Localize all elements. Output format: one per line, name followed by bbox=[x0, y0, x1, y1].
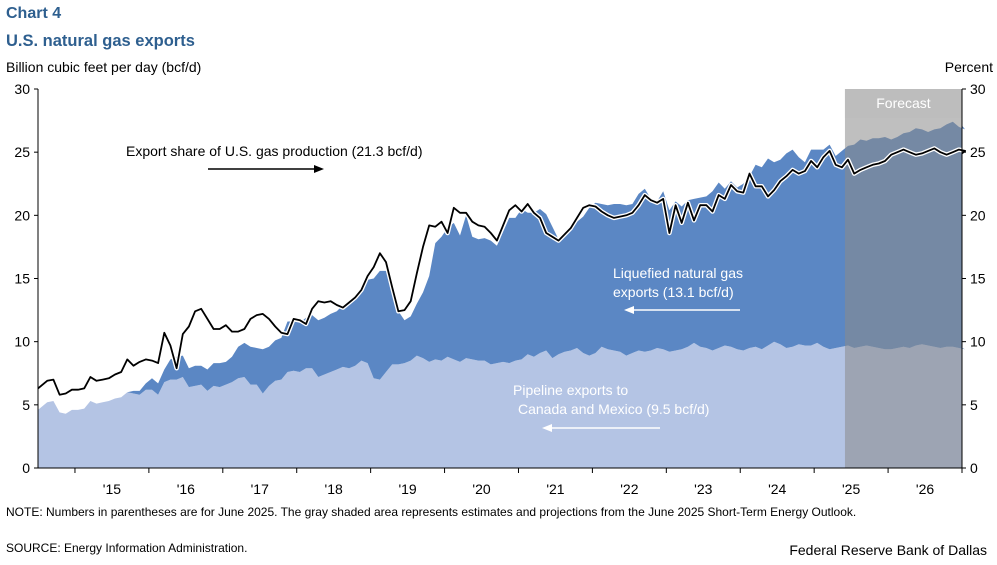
x-tick-label: '16 bbox=[177, 481, 195, 497]
export-share-line bbox=[37, 147, 966, 396]
y-tick-label-right: 25 bbox=[970, 144, 986, 160]
y-tick-label-right: 0 bbox=[970, 460, 978, 476]
chart-number: Chart 4 bbox=[6, 5, 62, 22]
export-share-arrow-head bbox=[314, 165, 324, 173]
lng-area bbox=[38, 121, 966, 414]
y-tick-label-left: 30 bbox=[14, 81, 30, 97]
y-tick-label-left: 5 bbox=[22, 397, 30, 413]
x-tick-label: '17 bbox=[251, 481, 269, 497]
y-tick-label-right: 20 bbox=[970, 207, 986, 223]
y-tick-label-left: 25 bbox=[14, 144, 30, 160]
chart-source: SOURCE: Energy Information Administratio… bbox=[6, 541, 248, 555]
y-axis-label-right: Percent bbox=[944, 59, 993, 75]
pipeline-arrow-head bbox=[542, 424, 552, 432]
y-tick-label-right: 15 bbox=[970, 271, 986, 287]
lng-arrow-head bbox=[624, 306, 634, 314]
export-share-annotation: Export share of U.S. gas production (21.… bbox=[126, 143, 423, 159]
y-tick-label-right: 5 bbox=[970, 397, 978, 413]
chart-note: NOTE: Numbers in parentheses are for Jun… bbox=[6, 505, 857, 519]
y-tick-label-right: 10 bbox=[970, 334, 986, 350]
forecast-label-box bbox=[844, 89, 962, 118]
y-tick-label-right: 30 bbox=[970, 81, 986, 97]
forecast-label: Forecast bbox=[876, 95, 931, 111]
x-tick-label: '26 bbox=[916, 481, 934, 497]
pipeline-annotation-line2: Canada and Mexico (9.5 bcf/d) bbox=[518, 401, 709, 417]
y-tick-label-left: 15 bbox=[14, 271, 30, 287]
chart-credit: Federal Reserve Bank of Dallas bbox=[789, 542, 987, 558]
x-tick-label: '19 bbox=[398, 481, 416, 497]
x-tick-label: '23 bbox=[694, 481, 712, 497]
x-tick-label: '18 bbox=[325, 481, 343, 497]
x-tick-label: '21 bbox=[546, 481, 564, 497]
lng-annotation-line1: Liquefied natural gas bbox=[613, 265, 743, 281]
lng-annotation-line2: exports (13.1 bcf/d) bbox=[613, 284, 734, 300]
pipeline-area bbox=[38, 341, 966, 468]
x-tick-label: '20 bbox=[472, 481, 490, 497]
forecast-shade bbox=[844, 89, 962, 468]
y-tick-label-left: 10 bbox=[14, 334, 30, 350]
y-tick-label-left: 20 bbox=[14, 207, 30, 223]
x-tick-label: '15 bbox=[103, 481, 121, 497]
y-tick-label-left: 0 bbox=[22, 460, 30, 476]
y-axis-label-left: Billion cubic feet per day (bcf/d) bbox=[6, 59, 202, 75]
chart-title: U.S. natural gas exports bbox=[6, 32, 195, 50]
pipeline-annotation-line1: Pipeline exports to bbox=[513, 382, 628, 398]
x-tick-label: '25 bbox=[842, 481, 860, 497]
x-tick-label: '24 bbox=[768, 481, 786, 497]
x-tick-label: '22 bbox=[620, 481, 638, 497]
